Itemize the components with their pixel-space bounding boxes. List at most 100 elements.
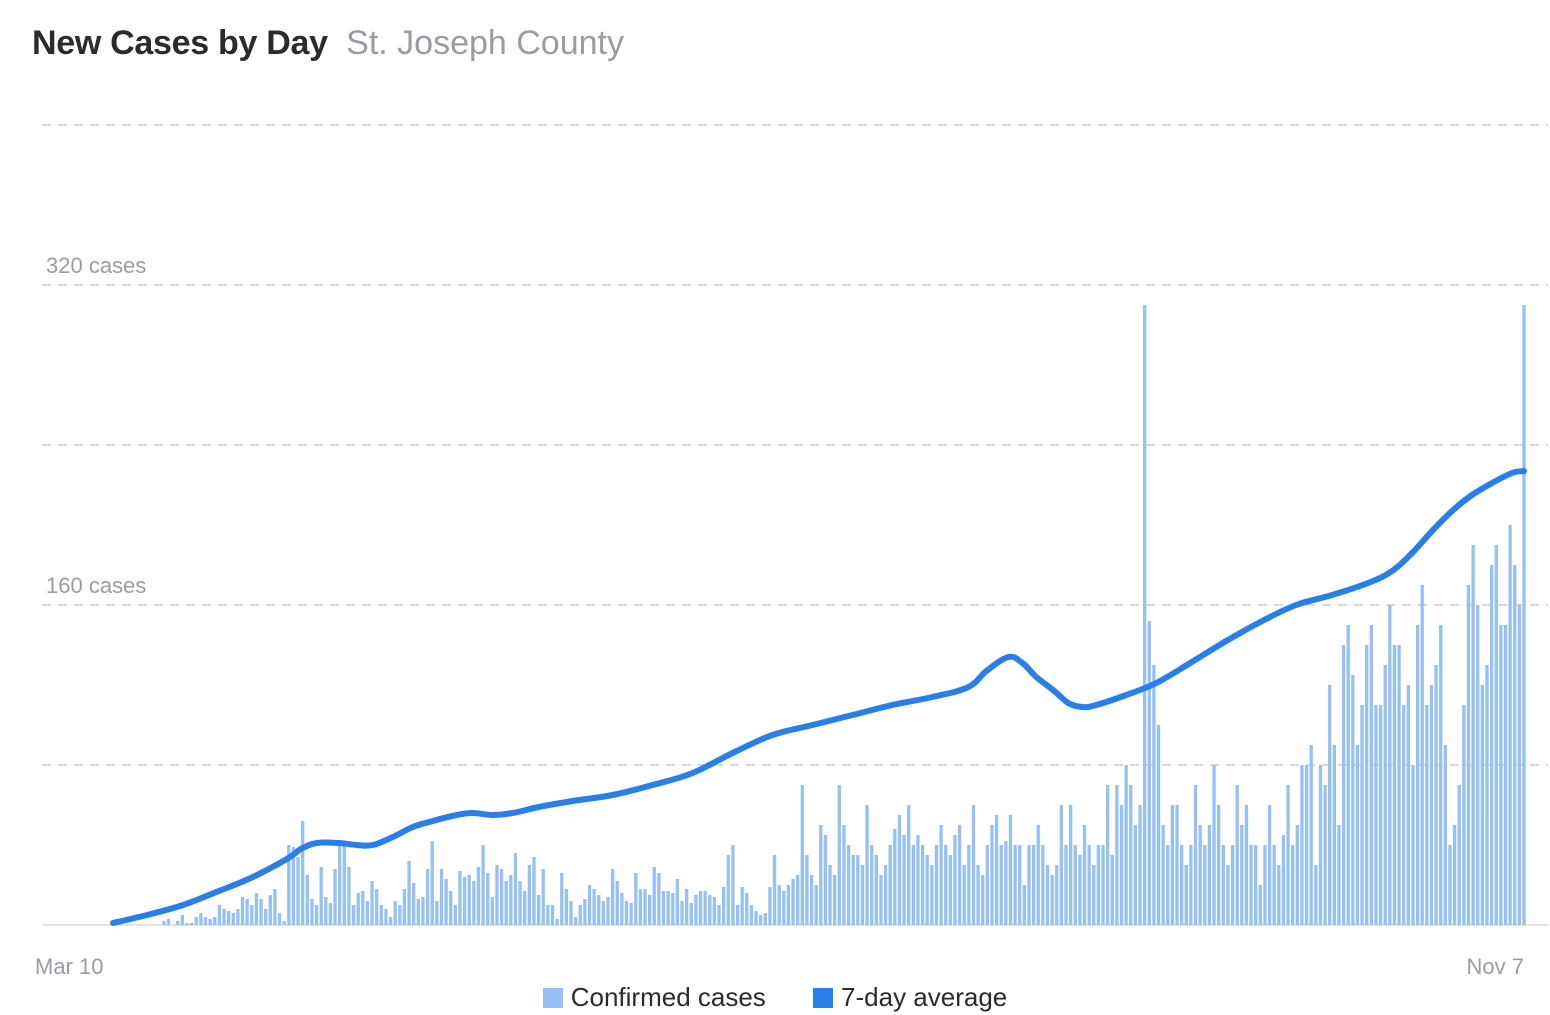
bar-day-186 (971, 805, 976, 925)
bar-day-305 (1522, 305, 1526, 925)
bar-day-129 (708, 895, 712, 925)
bar-day-92 (536, 895, 541, 925)
bar-day-121 (671, 893, 675, 925)
bar-day-242 (1230, 845, 1235, 925)
bar-day-135 (735, 905, 740, 925)
bar-day-189 (985, 845, 990, 925)
bar-day-236 (1203, 845, 1207, 925)
bar-day-151 (809, 875, 814, 925)
bar-day-249 (1263, 845, 1267, 925)
bar-day-109 (615, 881, 619, 925)
bar-day-54 (361, 891, 365, 925)
bar-day-257 (1300, 765, 1304, 925)
bar-day-149 (800, 785, 804, 925)
bar-day-155 (828, 865, 832, 925)
bar-day-256 (1295, 825, 1299, 925)
bar-day-56 (370, 881, 374, 925)
bar-day-279 (1402, 705, 1406, 925)
bar-day-301 (1503, 625, 1508, 925)
average-swatch-icon (813, 987, 834, 1008)
bar-day-24 (222, 909, 226, 925)
bar-day-264 (1332, 745, 1336, 925)
bar-day-89 (523, 891, 527, 925)
bar-day-18 (194, 917, 198, 925)
bar-day-22 (213, 917, 217, 925)
bar-day-213 (1096, 845, 1101, 925)
bar-day-132 (721, 887, 726, 925)
bar-day-196 (1018, 845, 1022, 925)
bar-day-282 (1415, 625, 1420, 925)
bar-day-267 (1346, 625, 1350, 925)
bar-day-164 (870, 845, 874, 925)
bar-day-190 (990, 825, 994, 925)
bar-day-80 (481, 845, 485, 925)
bar-day-93 (541, 869, 545, 925)
bar-day-91 (532, 857, 536, 925)
y-tick-label: 160 cases (46, 573, 146, 598)
bar-day-38 (287, 845, 291, 925)
bar-day-47 (328, 903, 333, 925)
bar-day-73 (449, 891, 453, 925)
bar-day-173 (911, 845, 916, 925)
bar-day-163 (865, 805, 869, 925)
bar-day-35 (273, 889, 277, 925)
bar-day-224 (1147, 621, 1151, 925)
bar-day-252 (1277, 865, 1281, 925)
bar-day-234 (1193, 785, 1198, 925)
bar-day-195 (1013, 845, 1017, 925)
bar-day-199 (1031, 845, 1036, 925)
bar-day-71 (439, 869, 444, 925)
bar-day-77 (467, 875, 471, 925)
bar-day-15 (180, 915, 185, 925)
bar-day-75 (458, 871, 462, 925)
bar-day-201 (1041, 845, 1045, 925)
bar-day-275 (1383, 665, 1387, 925)
bar-day-16 (185, 923, 189, 925)
bar-day-160 (851, 855, 855, 925)
axis-labels: Mar 10 Nov 7 (35, 954, 1524, 979)
bar-day-197 (1022, 885, 1027, 925)
bar-day-39 (291, 847, 296, 925)
bar-day-11 (162, 921, 166, 925)
bar-day-143 (772, 855, 777, 925)
bar-day-76 (462, 877, 467, 925)
bar-day-156 (833, 875, 837, 925)
bar-day-82 (490, 897, 495, 925)
bar-day-272 (1369, 625, 1373, 925)
bar-day-227 (1161, 825, 1165, 925)
bar-day-276 (1388, 605, 1392, 925)
bar-day-226 (1156, 725, 1161, 925)
bar-day-296 (1480, 685, 1485, 925)
chart-title: New Cases by Day (32, 24, 328, 62)
bar-day-207 (1068, 805, 1073, 925)
bar-day-214 (1101, 845, 1105, 925)
bar-day-228 (1166, 845, 1170, 925)
bar-day-62 (398, 905, 402, 925)
bar-day-70 (435, 901, 439, 925)
bar-day-100 (573, 917, 578, 925)
bar-day-128 (703, 891, 707, 925)
bar-day-174 (916, 835, 920, 925)
bar-day-240 (1221, 845, 1225, 925)
bar-day-110 (620, 893, 624, 925)
bar-day-304 (1517, 605, 1522, 925)
bar-day-258 (1304, 765, 1309, 925)
bar-day-273 (1374, 705, 1378, 925)
bar-day-209 (1078, 855, 1082, 925)
bar-day-270 (1360, 705, 1364, 925)
bar-day-51 (347, 867, 351, 925)
bar-day-108 (610, 869, 615, 925)
bar-day-253 (1281, 835, 1286, 925)
bar-day-30 (250, 905, 254, 925)
bar-day-203 (1050, 875, 1054, 925)
bar-day-32 (259, 899, 263, 925)
legend-avg-label: 7-day average (841, 982, 1008, 1012)
y-tick-label: 320 cases (46, 253, 146, 278)
bar-day-162 (860, 865, 865, 925)
bar-day-118 (657, 873, 661, 925)
bar-day-119 (661, 891, 666, 925)
bar-day-125 (689, 903, 693, 925)
bar-day-239 (1217, 805, 1221, 925)
bar-day-302 (1508, 525, 1512, 925)
bar-day-63 (402, 889, 407, 925)
